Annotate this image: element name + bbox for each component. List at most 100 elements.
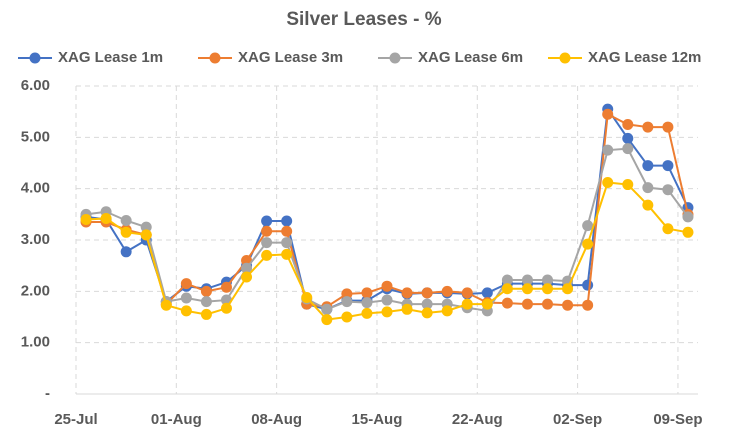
chart-title: Silver Leases - % [286,9,441,30]
point [562,299,574,311]
legend-label: XAG Lease 12m [588,49,701,66]
point [542,298,554,310]
point [682,226,694,238]
point [562,283,574,295]
point [501,297,513,309]
point [321,303,333,315]
point [421,298,433,310]
point [261,215,273,227]
point [501,274,513,286]
point [682,211,694,223]
point [662,121,674,133]
y-tick-label: 3.00 [21,231,50,248]
point [120,226,132,238]
point [582,279,594,291]
point [602,144,614,156]
y-tick-label: 4.00 [21,180,50,197]
point [120,246,132,258]
point [180,292,192,304]
point [381,294,393,306]
point [180,305,192,317]
point [642,121,654,133]
y-tick-label: - [45,385,50,402]
point [501,283,513,295]
point [441,305,453,317]
point [602,177,614,189]
legend-label: XAG Lease 3m [238,49,343,66]
y-tick-label: 1.00 [21,334,50,351]
point [281,225,293,237]
point [582,220,594,232]
x-tick-label: 22-Aug [452,411,503,428]
point [622,119,634,130]
point [100,212,112,224]
point [301,291,313,303]
point [582,299,594,311]
point [341,288,353,300]
point [401,287,413,299]
point [160,299,172,311]
point [521,274,533,286]
y-tick-label: 2.00 [21,282,50,299]
point [622,179,634,191]
point [441,285,453,297]
point [662,160,674,172]
point [521,298,533,310]
point [180,278,192,290]
y-tick-label: 5.00 [21,128,50,145]
legend-marker [209,52,221,64]
point [341,296,353,308]
point [200,285,212,297]
point [662,223,674,235]
point [642,182,654,194]
point [521,283,533,295]
point [481,287,493,299]
point [220,302,232,314]
point [361,287,373,299]
point [602,108,614,120]
point [261,237,273,249]
point [120,214,132,226]
point [582,238,594,250]
legend-marker [389,52,401,64]
point [140,229,152,241]
y-tick-label: 6.00 [21,77,50,94]
point [542,274,554,286]
x-tick-label: 08-Aug [251,411,302,428]
point [401,303,413,315]
point [421,287,433,299]
legend-marker [29,52,41,64]
point [461,287,473,299]
point [261,225,273,237]
legend-marker [559,52,571,64]
x-tick-label: 01-Aug [151,411,202,428]
point [381,280,393,292]
point [80,213,92,225]
point [642,160,654,172]
legend-label: XAG Lease 1m [58,49,163,66]
point [542,283,554,295]
point [200,296,212,308]
point [381,306,393,318]
point [622,132,634,144]
point [220,281,232,293]
point [461,298,473,310]
point [622,143,634,155]
point [261,249,273,261]
point [281,215,293,227]
point [662,184,674,196]
point [361,297,373,309]
point [321,314,333,326]
x-tick-label: 02-Sep [553,411,602,428]
x-tick-label: 25-Jul [54,411,97,428]
point [241,271,253,283]
point [281,237,293,249]
point [281,248,293,260]
x-tick-label: 15-Aug [352,411,403,428]
point [241,262,253,274]
point [140,221,152,233]
point [421,307,433,319]
point [341,311,353,323]
